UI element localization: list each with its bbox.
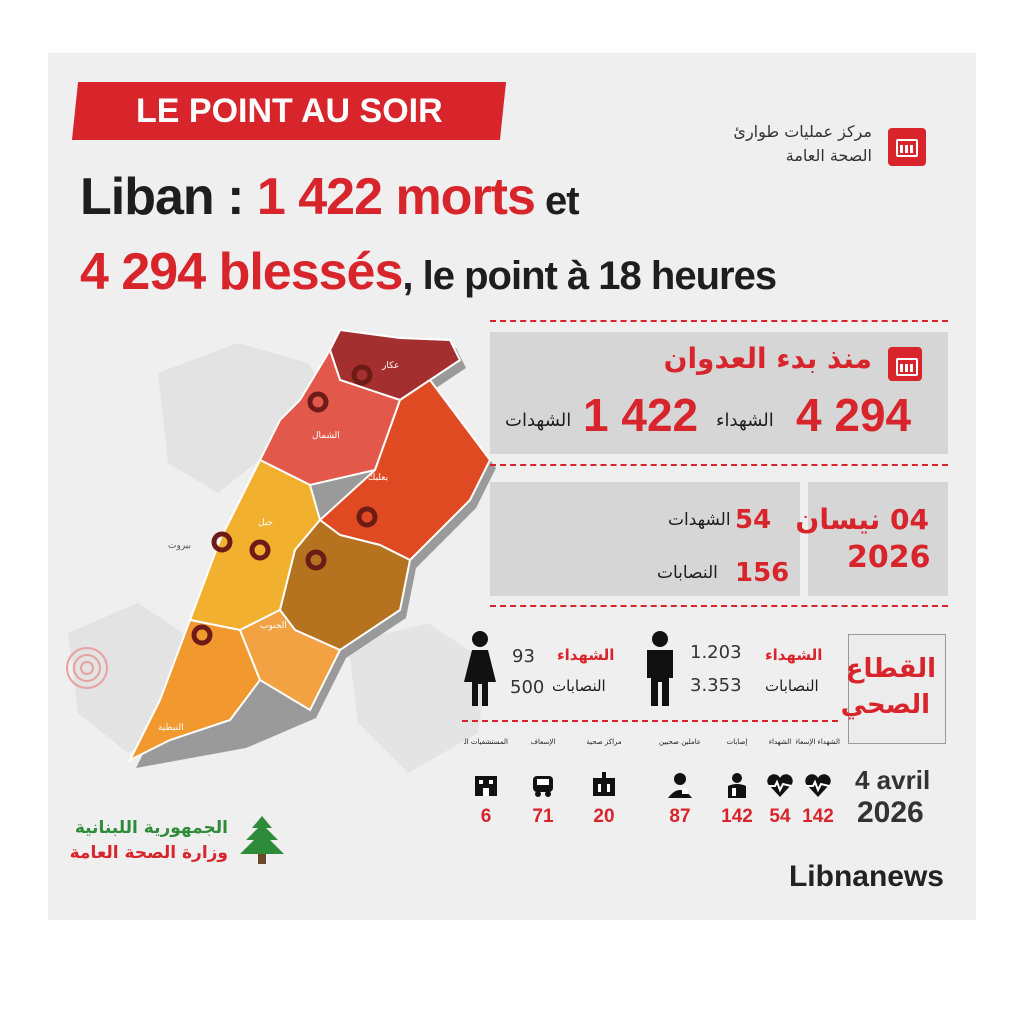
clinic-icon: [593, 772, 615, 796]
daily-injured-value: 156: [735, 558, 790, 588]
health-sector-line1: القطاع: [845, 654, 936, 684]
health-stat-label: المستشفيات المتضررة: [464, 738, 508, 746]
ministry-line1: الجمهورية اللبنانية: [74, 818, 228, 838]
health-sector-box: [848, 634, 946, 744]
divider: [490, 464, 948, 466]
heartbeat-icon: [767, 774, 793, 797]
health-stat-value: 6: [480, 806, 492, 827]
svg-text:بيروت: بيروت: [168, 541, 191, 551]
date-ar-line1: 04 نيسان: [795, 503, 929, 536]
svg-text:النبطية: النبطية: [158, 723, 184, 733]
daily-injured-label: النصابات: [657, 563, 718, 583]
woman-icon: [464, 631, 496, 706]
health-stat-label: إصابات: [726, 738, 748, 746]
date-ar-line2: 2026: [847, 540, 931, 575]
ambulance-icon: [533, 776, 553, 797]
svg-text:عكار: عكار: [381, 361, 399, 371]
health-stat-value: 142: [721, 806, 753, 827]
health-stat-label: الشهداء الإسعاف: [796, 738, 840, 746]
women-dead-label: الشهداء: [557, 646, 615, 664]
lebanon-map: عكار الشمال بعلبك جبل الجنوب النبطية بير…: [127, 328, 496, 768]
svg-text:بعلبك: بعلبك: [368, 473, 388, 483]
men-injured-value: 3.353: [690, 675, 742, 696]
health-sector-line2: الصحي: [840, 690, 930, 720]
calendar-icon: [888, 347, 922, 381]
total-injured-value: 4 294: [796, 389, 912, 441]
svg-text:الجنوب: الجنوب: [260, 621, 287, 631]
heartbeat-icon: [805, 774, 831, 797]
health-stat-label: مراكز صحية: [586, 738, 622, 746]
divider: [490, 605, 948, 607]
hospital-icon: [475, 776, 497, 796]
total-injured-label: الشهداء: [716, 410, 774, 431]
total-dead-label: الشهدات: [505, 410, 572, 431]
svg-text:جبل: جبل: [258, 518, 273, 528]
calendar-icon: [888, 128, 926, 166]
radar-ring-icon: [66, 647, 108, 689]
ministry-line2: وزارة الصحة العامة: [69, 843, 228, 863]
totals-title: منذ بدء العدوان: [663, 342, 872, 375]
men-dead-value: 1.203: [690, 642, 742, 663]
injured-person-icon: [728, 773, 746, 798]
date-panel: [808, 482, 948, 596]
cedar-logo-icon: [240, 816, 284, 864]
man-icon: [647, 631, 673, 706]
date-fr-line1: 4 avril: [855, 765, 931, 795]
daily-panel: [490, 482, 800, 596]
health-stat-label: عاملين صحيين: [658, 738, 702, 746]
headline-line-1: Liban : 1 422 morts et: [80, 168, 580, 226]
daily-dead-value: 54: [735, 505, 772, 535]
men-injured-label: النصابات: [765, 677, 819, 695]
women-injured-label: النصابات: [552, 677, 606, 695]
brand-name: Libnanews: [788, 860, 944, 893]
health-stat-label: الشهداء: [768, 738, 792, 746]
headline-line-2: 4 294 blessés, le point à 18 heures: [80, 243, 777, 301]
health-stat-label: الإسعاف: [530, 738, 556, 746]
section-badge: LE POINT AU SOIR: [71, 82, 507, 140]
health-stat-value: 142: [802, 806, 834, 827]
agency-name: مركز عمليات طوارئ الصحة العامة: [733, 122, 872, 165]
women-dead-value: 93: [512, 646, 535, 667]
men-dead-label: الشهداء: [765, 646, 823, 664]
total-dead-value: 1 422: [583, 389, 699, 441]
svg-text:الشمال: الشمال: [312, 431, 340, 441]
health-stat-value: 20: [593, 806, 615, 827]
health-stat-value: 71: [532, 806, 554, 827]
totals-panel: [490, 332, 948, 454]
divider: [462, 720, 838, 722]
date-fr-line2: 2026: [857, 796, 924, 829]
women-injured-value: 500: [510, 677, 545, 698]
paramedic-icon: [668, 773, 692, 798]
divider: [490, 320, 948, 322]
region-nabatieh: [238, 608, 342, 712]
health-stat-value: 54: [769, 806, 791, 827]
health-stat-value: 87: [669, 806, 691, 827]
daily-dead-label: الشهدات: [668, 510, 731, 530]
